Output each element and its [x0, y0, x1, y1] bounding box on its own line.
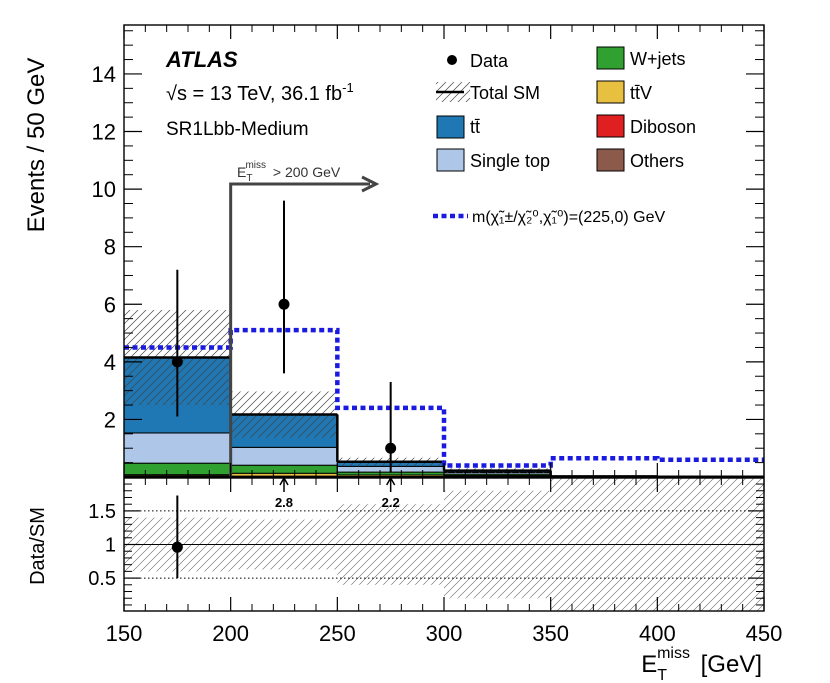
legend-signal-label: m(χ̃₁±/χ̃₂⁰,χ̃₁⁰)=(225,0) GeV	[472, 209, 666, 226]
legend-totalsm-label: Total SM	[470, 83, 540, 103]
x-tick-label-1: 200	[212, 621, 249, 646]
cut-label: ETmiss > 200 GeV	[237, 160, 341, 184]
x-tick-label-3: 300	[426, 621, 463, 646]
ratio-panel: 2.8 2.2 150 200 250 300 350 400 450 0.5 1 1.5	[88, 476, 782, 646]
bar-w-jets-bin-1	[230, 464, 338, 474]
ratio-points	[171, 495, 183, 579]
ratio-ytick-label-0: 0.5	[88, 568, 116, 590]
x-tick-label-2: 250	[319, 621, 356, 646]
y-axis-title: Events / 50 GeV	[23, 58, 50, 233]
offscale-label-0: 2.8	[275, 495, 293, 510]
legend-ttbar-label: tt̄	[470, 117, 480, 137]
legend-others-swatch	[596, 148, 625, 172]
ratio-point-0	[171, 541, 183, 553]
data-point-1	[278, 298, 290, 310]
legend-wjets-label: W+jets	[630, 49, 686, 69]
legend-ttv-swatch	[596, 80, 625, 104]
data-point-2	[385, 442, 397, 454]
main-ytick-label-5: 12	[92, 120, 116, 145]
ratio-axis-title: Data/SM	[27, 507, 49, 585]
x-tick-label-5: 400	[639, 621, 676, 646]
ratio-ytick-label-2: 1.5	[88, 501, 116, 523]
legend-diboson-label: Diboson	[630, 117, 696, 137]
cut-arrow-line	[229, 182, 370, 477]
legend-singletop-swatch	[436, 148, 465, 172]
data-points	[171, 200, 397, 473]
ratio-reference-lines	[124, 510, 764, 579]
bar-w-jets-bin-0	[124, 462, 232, 476]
region-label: SR1Lbb-Medium	[166, 119, 309, 140]
legend-wjets-swatch	[596, 46, 625, 70]
x-tick-label-6: 450	[746, 621, 783, 646]
cut-arrow	[229, 175, 380, 477]
main-ytick-label-6: 14	[92, 62, 116, 87]
ratio-offscale-arrows: 2.8 2.2	[275, 476, 400, 510]
cut-arrow-head	[361, 175, 380, 193]
main-axis-ticks: 2 4 6 8 10 12 14	[92, 25, 765, 477]
legend-data-label: Data	[470, 51, 509, 71]
main-ytick-label-4: 10	[92, 177, 116, 202]
offscale-label-1: 2.2	[382, 495, 400, 510]
bar-single-top-bin-0	[124, 432, 232, 464]
ratio-ytick-label-1: 1	[105, 535, 116, 557]
legend: Data Total SM tt̄ Single top W+jets tt̄V…	[433, 46, 696, 226]
x-tick-label-4: 350	[532, 621, 569, 646]
legend-ttbar-swatch	[436, 115, 465, 139]
x-axis-title: ETmiss [GeV]	[641, 645, 762, 683]
ratio-axis-ticks: 150 200 250 300 350 400 450 0.5 1 1.5	[88, 478, 782, 646]
legend-others-label: Others	[630, 151, 684, 171]
bar-single-top-bin-1	[230, 446, 338, 466]
energy-lumi-label: √s = 13 TeV, 36.1 fb-1	[166, 80, 354, 105]
legend-data-marker	[447, 55, 457, 65]
energy-lumi-text: √s = 13 TeV, 36.1 fb	[166, 83, 342, 105]
legend-singletop-label: Single top	[470, 151, 550, 171]
main-panel: 2 4 6 8 10 12 14	[92, 24, 765, 478]
main-ytick-label-0: 2	[104, 407, 116, 432]
legend-diboson-swatch	[596, 114, 625, 138]
main-ytick-label-3: 8	[104, 235, 116, 260]
atlas-label: ATLAS	[165, 47, 238, 72]
energy-lumi-exponent: -1	[342, 80, 354, 95]
main-ytick-label-1: 4	[104, 350, 116, 375]
legend-ttv-label: tt̄V	[630, 83, 652, 103]
data-point-0	[171, 356, 183, 368]
main-ytick-label-2: 6	[104, 292, 116, 317]
x-tick-label-0: 150	[106, 621, 143, 646]
